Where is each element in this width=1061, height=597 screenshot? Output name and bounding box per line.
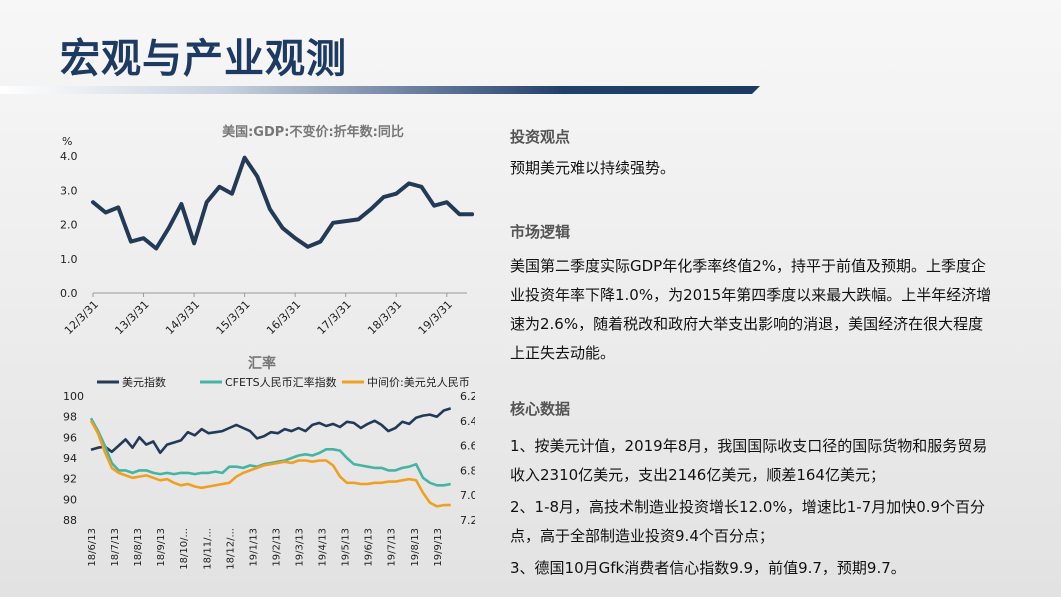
- gdp-x-tick-label: 16/3/31: [264, 298, 303, 337]
- fx-left-tick-label: 88: [63, 514, 77, 527]
- fx-right-tick-label: 6.8: [460, 464, 475, 477]
- logic-heading: 市场逻辑: [510, 223, 571, 241]
- core-data-item: 3、德国10月Gfk消费者信心指数9.9，前值9.7，预期9.7。: [510, 559, 906, 577]
- fx-legend-label: 中间价:美元兑人民币: [367, 375, 470, 389]
- title-underline-bar: [0, 86, 752, 94]
- fx-legend-label: 美元指数: [122, 375, 166, 389]
- fx-x-tick-label: 18/10/...: [179, 528, 190, 570]
- fx-x-tick-label: 19/4/13: [318, 528, 329, 567]
- gdp-x-tick-label: 15/3/31: [214, 298, 253, 337]
- fx-left-tick-label: 98: [63, 411, 77, 424]
- fx-series-line: [89, 420, 451, 508]
- gdp-chart-ylabel: %: [62, 135, 72, 148]
- gdp-x-tick-label: 17/3/31: [315, 298, 354, 337]
- gdp-chart-title: 美国:GDP:不变价:折年数:同比: [222, 124, 404, 140]
- title-underline-tip: [752, 86, 760, 94]
- fx-x-tick-label: 18/7/13: [110, 528, 121, 567]
- gdp-y-tick-label: 0.0: [60, 287, 78, 300]
- fx-left-tick-label: 90: [63, 493, 77, 506]
- fx-x-tick-label: 18/6/13: [87, 528, 98, 567]
- logic-text: 美国第二季度实际GDP年化季率终值2%，持平于前值及预期。上季度企业投资年率下降…: [510, 257, 992, 362]
- gdp-series-line: [91, 155, 475, 251]
- fx-legend-label: CFETS人民币汇率指数: [225, 375, 337, 389]
- fx-chart-title: 汇率: [248, 355, 276, 372]
- fx-x-tick-label: 19/3/13: [295, 528, 306, 567]
- gdp-chart: 美国:GDP:不变价:折年数:同比 % 0.0 1.0 2.0 3.0 4.0 12/3…: [60, 124, 475, 337]
- fx-x-tick-label: 19/5/13: [341, 528, 352, 567]
- fx-x-tick-label: 18/11/...: [202, 528, 213, 570]
- fx-left-tick-label: 100: [63, 390, 84, 403]
- fx-x-tick-label: 18/8/13: [133, 528, 144, 567]
- fx-right-tick-label: 6.2: [460, 390, 475, 403]
- core-data-item: 2、1-8月，高技术制造业投资增长12.0%，增速比1-7月加快0.9个百分点，…: [510, 498, 986, 545]
- fx-right-tick-label: 6.4: [460, 415, 475, 428]
- fx-x-tick-label: 18/9/13: [156, 528, 167, 567]
- fx-right-tick-label: 7.2: [460, 514, 475, 527]
- gdp-x-tick-label: 14/3/31: [163, 298, 202, 337]
- fx-right-tick-label: 6.6: [460, 440, 475, 453]
- gdp-y-tick-label: 1.0: [60, 253, 78, 266]
- fx-x-tick-label: 19/8/13: [410, 528, 421, 567]
- view-heading: 投资观点: [510, 128, 571, 146]
- fx-x-tick-label: 19/2/13: [271, 528, 282, 567]
- gdp-y-tick-label: 4.0: [60, 150, 78, 163]
- gdp-y-tick-label: 3.0: [60, 184, 78, 197]
- fx-x-tick-label: 19/9/13: [433, 528, 444, 567]
- fx-left-tick-label: 92: [63, 473, 77, 486]
- fx-x-tick-label: 19/7/13: [387, 528, 398, 567]
- fx-x-tick-label: 18/12/...: [225, 528, 236, 570]
- core-heading: 核心数据: [510, 400, 571, 418]
- fx-x-tick-label: 19/6/13: [364, 528, 375, 567]
- fx-right-tick-label: 7.0: [460, 489, 475, 502]
- gdp-x-tick-label: 18/3/31: [365, 298, 404, 337]
- core-data-item: 1、按美元计值，2019年8月，我国国际收支口径的国际货物和服务贸易收入2310…: [510, 437, 988, 484]
- gdp-x-tick-label: 13/3/31: [112, 298, 151, 337]
- slide-title: 宏观与产业观测: [60, 36, 347, 82]
- gdp-x-tick-label: 19/3/31: [416, 298, 455, 337]
- fx-left-tick-label: 94: [63, 452, 77, 465]
- gdp-y-tick-label: 2.0: [60, 219, 78, 232]
- view-text: 预期美元难以持续强势。: [510, 159, 676, 177]
- fx-left-tick-label: 96: [63, 431, 77, 444]
- core-data-list: 1、按美元计值，2019年8月，我国国际收支口径的国际货物和服务贸易收入2310…: [510, 432, 998, 586]
- gdp-x-tick-label: 12/3/31: [62, 298, 101, 337]
- fx-chart: 汇率 美元指数 CFETS人民币汇率指数 中间价:美元兑人民币 88 90 92 94 96…: [63, 355, 475, 570]
- fx-series-line: [90, 407, 452, 455]
- fx-x-tick-label: 19/1/13: [248, 528, 259, 567]
